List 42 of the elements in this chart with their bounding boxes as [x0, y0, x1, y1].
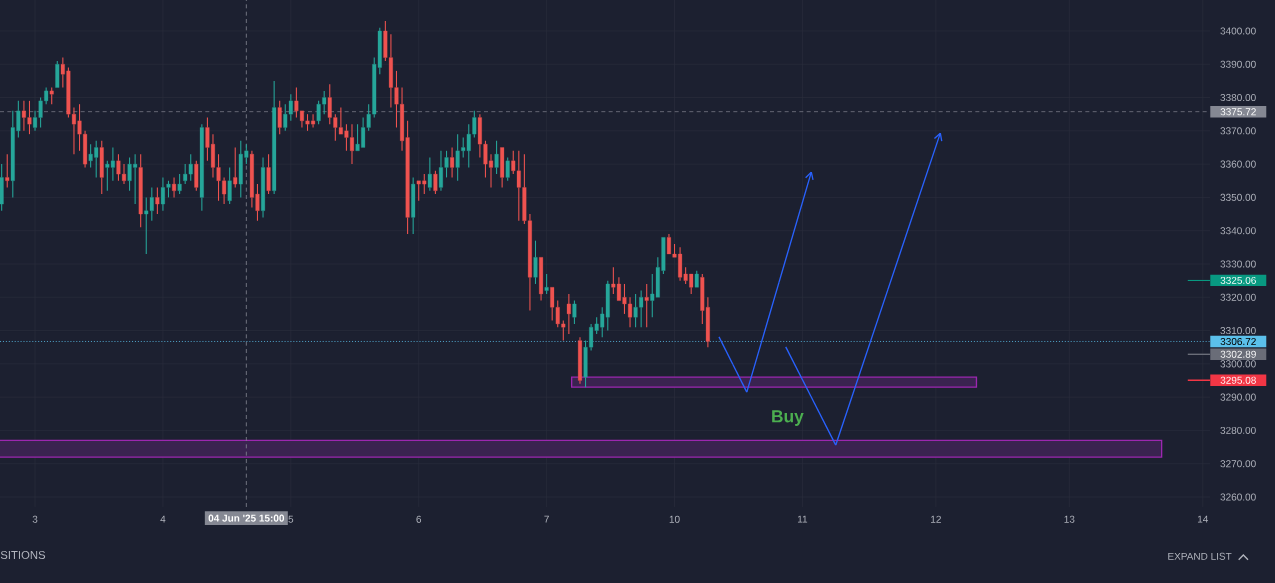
x-tick-label: 14 — [1197, 515, 1209, 523]
y-tick-label: 3330.00 — [1220, 260, 1256, 268]
annotation: Buy — [772, 410, 804, 426]
y-tick-label: 3270.00 — [1220, 460, 1256, 468]
candlestick — [199, 123, 204, 212]
y-tick-label: 3390.00 — [1220, 60, 1256, 68]
y-tick-label: 3380.00 — [1220, 93, 1256, 102]
candlestick — [566, 293, 571, 335]
candlestick — [450, 146, 455, 178]
y-tick-label: 3320.00 — [1220, 293, 1256, 301]
x-tick-label: 4 — [160, 515, 166, 523]
ref-line-label: 3295.08 — [1220, 376, 1256, 384]
ref-line-label: 3325.06 — [1220, 276, 1256, 284]
x-tick-label: 7 — [544, 515, 549, 523]
ref-line-label: 3375.72 — [1220, 108, 1256, 116]
x-tick-label: 6 — [416, 515, 422, 523]
x-tick-label: 12 — [931, 515, 941, 523]
text: EXPAND LIST — [1168, 552, 1232, 560]
ref-line-label: 3306.72 — [1220, 337, 1256, 346]
y-tick-label: 3280.00 — [1220, 426, 1256, 434]
y-tick-label: 3300.00 — [1220, 360, 1256, 368]
y-tick-label: 3340.00 — [1220, 227, 1256, 235]
y-tick-label: 3360.00 — [1220, 160, 1256, 168]
ref-line-label: 3302.89 — [1220, 350, 1256, 358]
x-tick-label: 3 — [32, 515, 38, 523]
candlestick — [261, 156, 265, 218]
candlestick — [272, 80, 277, 195]
candlestick — [172, 176, 177, 198]
x-tick-label: 13 — [1064, 515, 1075, 523]
text: SITIONS — [0, 551, 46, 560]
y-tick-label: 3310.00 — [1220, 327, 1256, 335]
y-tick-label: 3260.00 — [1220, 493, 1256, 501]
candlestick — [578, 336, 582, 385]
x-tick-label: 11 — [797, 515, 808, 523]
y-tick-label: 3370.00 — [1220, 127, 1256, 135]
y-tick-label: 3290.00 — [1220, 393, 1256, 401]
x-tick-label: 10 — [669, 515, 680, 523]
y-tick-label: 3400.00 — [1220, 27, 1256, 35]
x-tick-label: 04 Jun '25 15:00 — [208, 514, 285, 522]
x-tick-label: 5 — [288, 515, 294, 523]
candlestick — [644, 283, 649, 328]
y-tick-label: 3350.00 — [1220, 193, 1256, 201]
